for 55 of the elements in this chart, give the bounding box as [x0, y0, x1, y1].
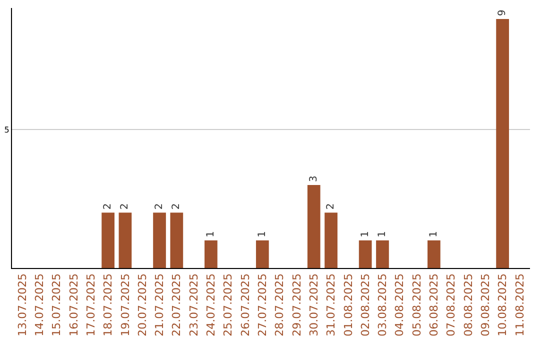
data-label: 2 [154, 203, 166, 210]
bar [118, 212, 132, 268]
x-tick-label: 27.07.2025 [256, 273, 269, 336]
bar [428, 240, 440, 268]
bar [170, 212, 184, 268]
bar [324, 212, 338, 268]
data-label: 2 [171, 203, 182, 210]
x-tick-label: 13.07.2025 [16, 273, 29, 336]
x-tick-label: 04.08.2025 [393, 273, 406, 336]
x-tick-label: 30.07.2025 [307, 273, 320, 336]
data-label: 3 [308, 176, 320, 182]
data-label: 1 [205, 230, 216, 238]
x-tick-label: 18.07.2025 [102, 273, 115, 336]
bar [376, 240, 389, 268]
x-tick-label: 25.07.2025 [222, 273, 235, 336]
data-label: 9 [497, 10, 508, 16]
bar [153, 212, 166, 268]
x-tick-label: 22.07.2025 [170, 273, 184, 336]
x-tick-label: 28.07.2025 [273, 273, 286, 336]
data-label: 2 [120, 203, 131, 210]
x-tick-label: 10.08.2025 [496, 273, 510, 336]
data-label: 1 [376, 230, 388, 238]
x-tick-label: 24.07.2025 [204, 273, 218, 336]
x-tick-label: 06.08.2025 [428, 273, 441, 336]
bar [102, 212, 114, 268]
x-tick-label: 21.07.2025 [153, 273, 166, 336]
data-label: 1 [428, 230, 440, 238]
data-label: 2 [326, 203, 337, 210]
x-tick-label: 20.07.2025 [136, 273, 149, 336]
x-tick-label: 19.07.2025 [118, 273, 132, 336]
x-tick-label: 07.08.2025 [444, 273, 458, 336]
x-tick-label: 15.07.2025 [50, 273, 64, 336]
x-tick-label: 26.07.2025 [238, 273, 252, 336]
x-tick-label: 05.08.2025 [410, 273, 424, 336]
x-tick-label: 02.08.2025 [358, 273, 372, 336]
x-tick-label: 08.08.2025 [462, 273, 475, 336]
x-tick-label: 01.08.2025 [342, 273, 355, 336]
bar [496, 19, 509, 268]
x-tick-label: 29.07.2025 [290, 273, 304, 336]
y-tick-label: 5 [4, 126, 10, 134]
x-tick-label: 14.07.2025 [33, 273, 46, 336]
data-label: 2 [102, 203, 114, 210]
data-label: 1 [360, 230, 371, 238]
x-tick-label: 31.07.2025 [324, 273, 338, 336]
bar [307, 185, 320, 268]
bar [256, 240, 269, 268]
bar [358, 240, 372, 268]
x-tick-label: 23.07.2025 [187, 273, 200, 336]
x-tick-label: 09.08.2025 [478, 273, 492, 336]
data-label: 1 [256, 230, 268, 238]
x-tick-label: 11.08.2025 [513, 273, 526, 336]
x-tick-label: 17.07.2025 [84, 273, 98, 336]
bar [204, 240, 218, 268]
x-tick-label: 16.07.2025 [67, 273, 80, 336]
x-tick-label: 03.08.2025 [376, 273, 390, 336]
